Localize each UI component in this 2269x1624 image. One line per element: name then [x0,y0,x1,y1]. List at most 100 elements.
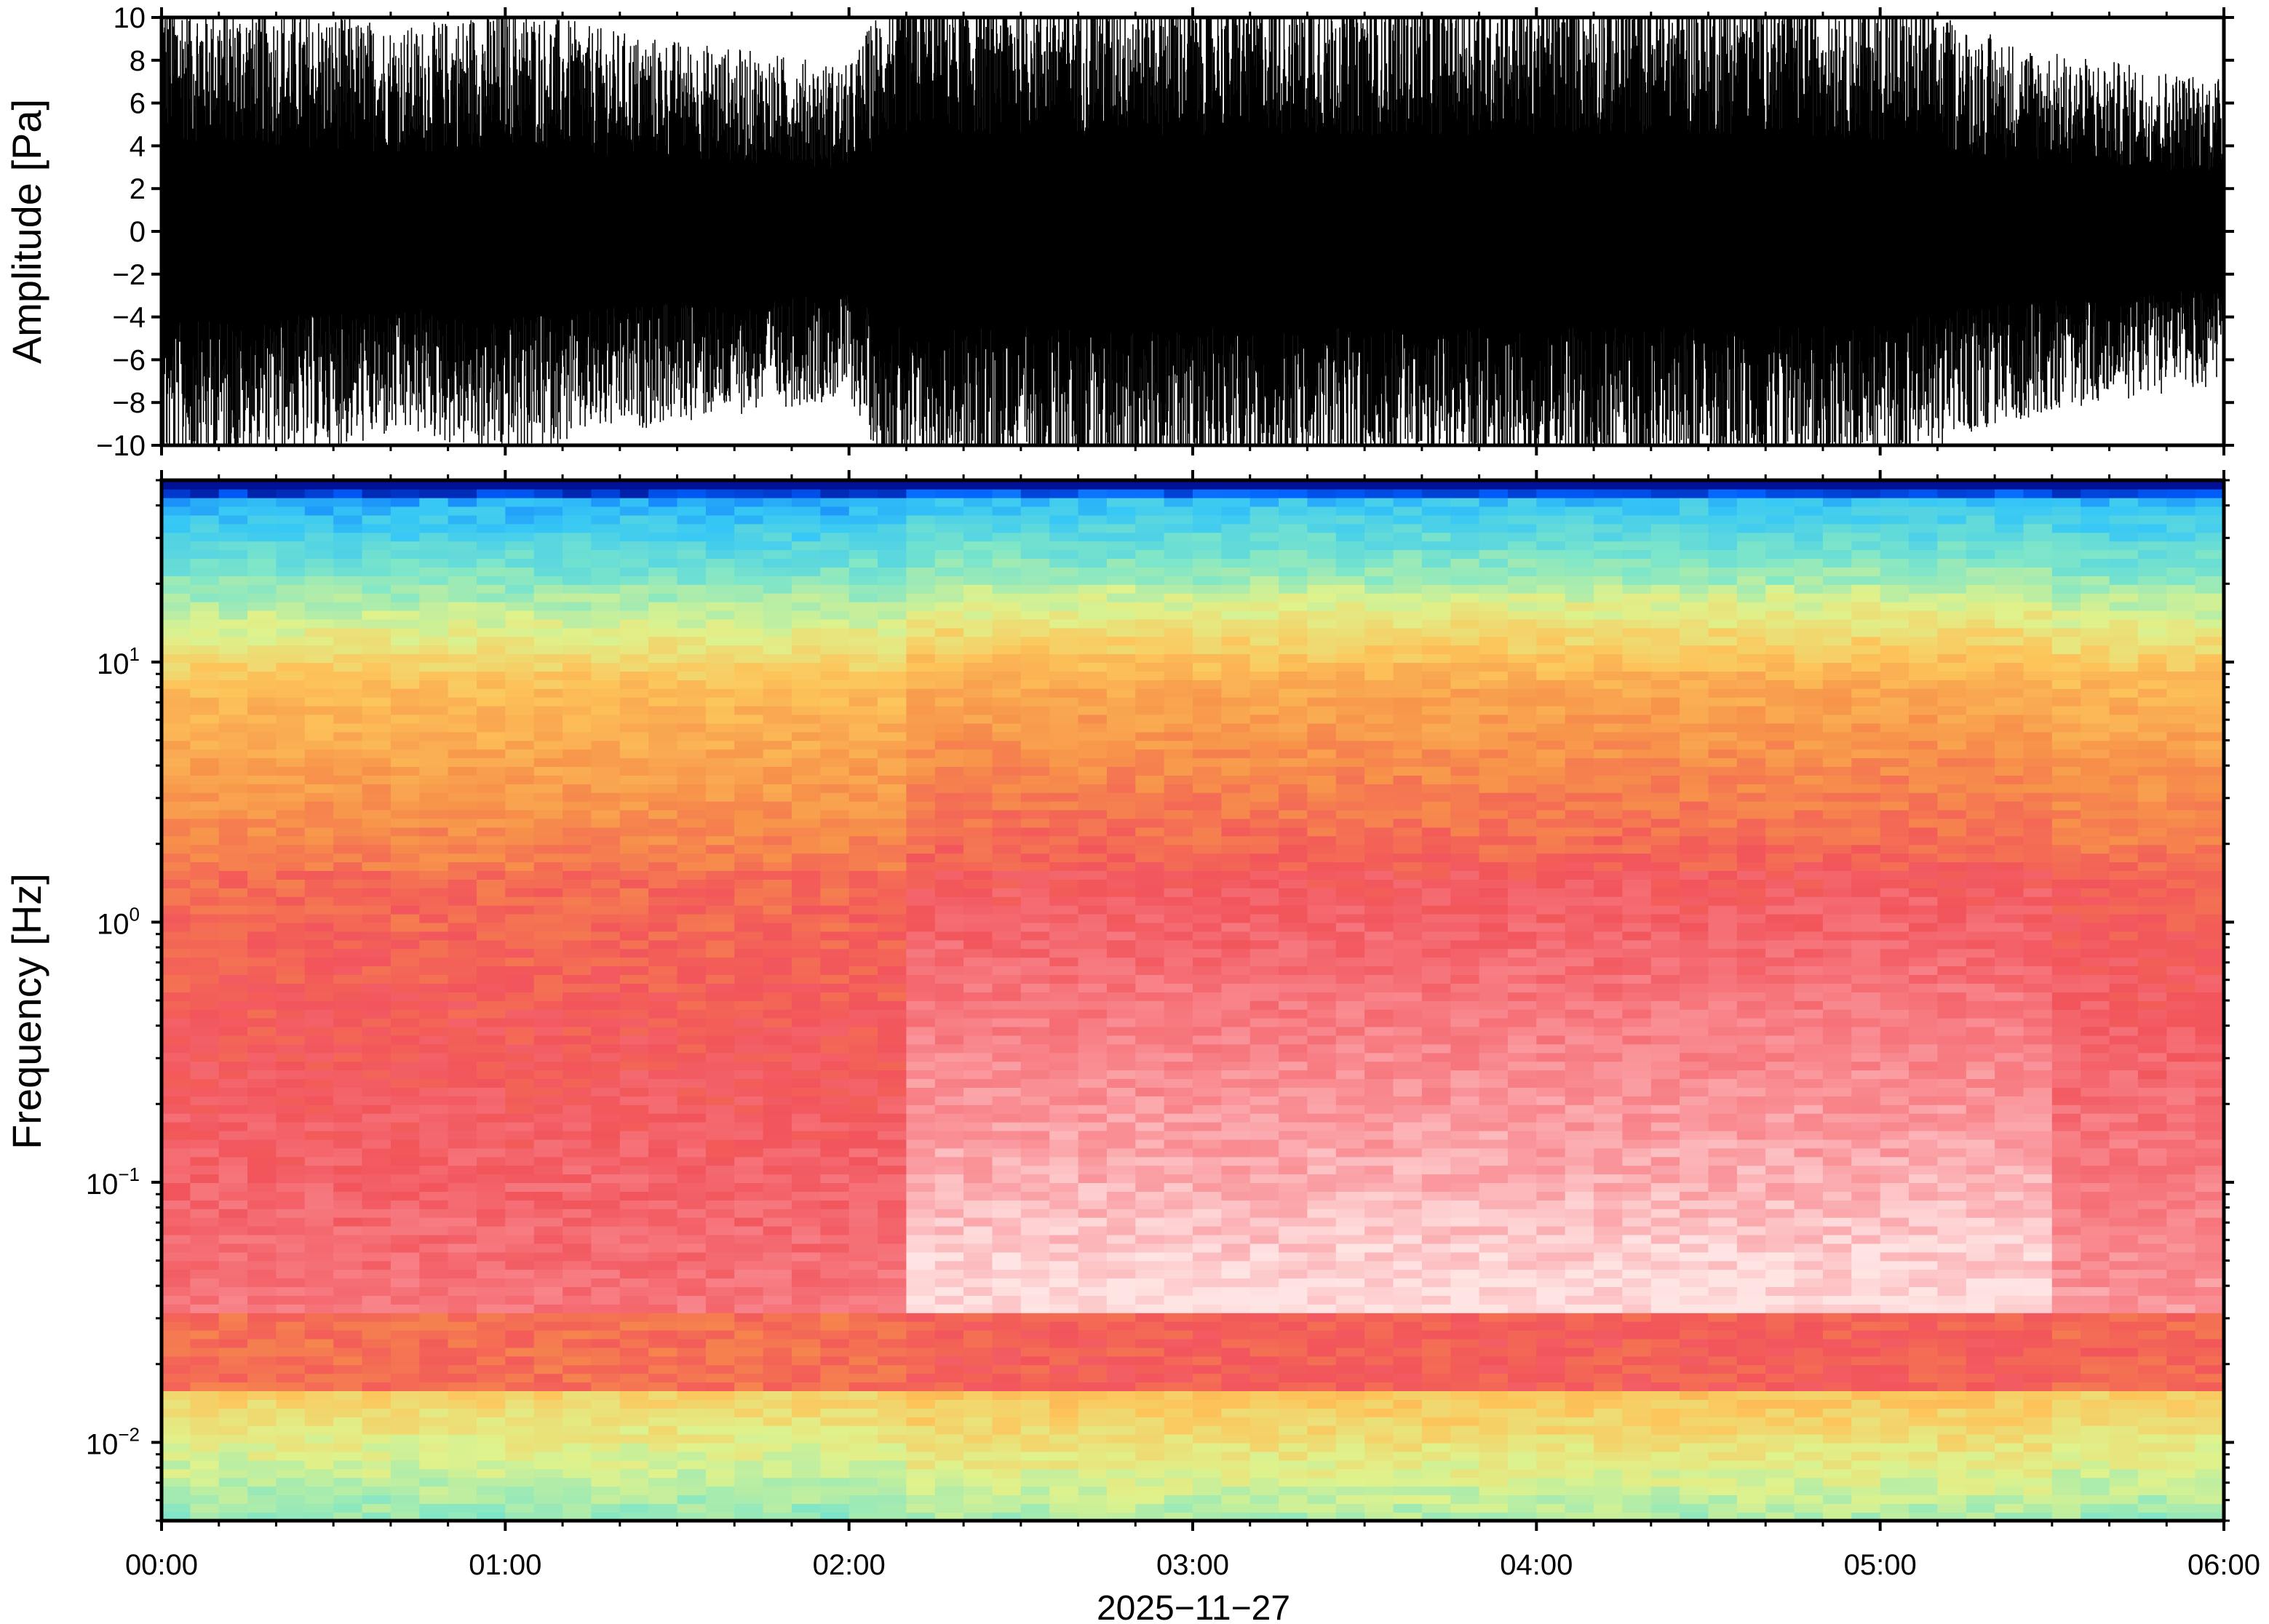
spectrogram-cell [992,1329,1022,1340]
spectrogram-cell [1193,1503,1223,1513]
spectrogram-cell [1279,1139,1308,1149]
spectrogram-cell [648,1417,678,1426]
spectrogram-cell [1221,766,1251,776]
spectrogram-cell [906,931,936,941]
spectrogram-cell [1164,1052,1193,1062]
spectrogram-cell [992,1156,1022,1166]
spectrogram-cell [162,592,191,602]
spectrogram-cell [849,1356,878,1366]
spectrogram-cell [333,939,363,950]
spectrogram-cell [304,497,334,507]
spectrogram-cell [1049,480,1079,490]
spectrogram-cell [505,1269,535,1279]
spectrogram-cell [1193,688,1223,698]
spectrogram-cell [362,1209,392,1218]
spectrogram-cell [1049,653,1079,663]
spectrogram-cell [906,1243,936,1253]
spectrogram-cell [1193,939,1223,950]
spectrogram-cell [1307,1225,1337,1235]
spectrogram-cell [878,888,907,897]
spectrogram-cell [734,1304,764,1313]
spectrogram-cell [390,1451,421,1461]
spectrogram-cell [1193,1442,1223,1452]
spectrogram-cell [992,497,1022,507]
spectrogram-cell [1049,1269,1079,1279]
spectrogram-cell [878,541,907,551]
spectrogram-cell [992,1104,1022,1114]
spectrogram-cell [390,1061,421,1071]
spectrogram-cell [677,1182,707,1192]
spectrogram-cell [763,800,792,811]
spectrogram-cell [1135,1096,1165,1105]
spectrogram-cell [648,671,678,680]
spectrogram-cell [448,1017,477,1027]
spectrogram-cell [218,792,248,802]
spectrogram-cell [934,775,964,784]
spectrogram-cell [963,888,993,897]
spectrogram-cell [677,835,707,845]
spectrogram-cell [1279,1347,1308,1357]
spectrogram-cell [276,1313,306,1322]
spectrogram-cell [218,618,248,629]
spectrogram-cell [390,913,421,923]
spectrogram-cell [448,904,477,915]
spectrogram-cell [1249,1390,1279,1400]
spectrogram-cell [563,1433,592,1444]
spectrogram-cell [820,1347,850,1357]
spectrogram-cell [677,1026,707,1036]
spectrogram-cell [419,757,449,767]
spectrogram-cell [304,627,334,637]
spectrogram-cell [963,488,993,498]
spectrogram-cell [276,680,306,689]
spectrogram-cell [190,870,220,880]
spectrogram-column [304,480,334,1521]
spectrogram-cell [1078,974,1108,984]
spectrogram-cell [1049,844,1079,854]
spectrogram-cell [505,1477,535,1487]
spectrogram-cell [162,1451,191,1461]
spectrogram-cell [963,1468,993,1478]
spectrogram-cell [763,696,792,706]
spectrogram-cell [934,514,964,525]
spectrogram-cell [906,1209,936,1218]
spectrogram-cell [648,1425,678,1435]
spectrogram-cell [705,592,736,602]
spectrogram-cell [591,1260,621,1270]
spectrogram-cell [390,1373,421,1383]
spectrogram-cell [419,1364,449,1374]
spectrogram-cell [247,488,277,498]
spectrogram-cell [963,1460,993,1470]
spectrogram-cell [276,939,306,950]
spectrogram-cell [333,1399,363,1409]
spectrogram-cell [763,1147,792,1158]
spectrogram-cell [791,1329,822,1340]
spectrogram-cell [734,1364,764,1374]
spectrogram-cell [362,1295,392,1305]
spectrogram-cell [934,853,964,863]
spectrogram-cell [763,1139,792,1149]
spectrogram-cell [734,784,764,793]
spectrogram-cell [333,1147,363,1158]
spectrogram-cell [963,818,993,828]
spectrogram-cell [619,1512,649,1521]
spectrogram-cell [1221,610,1251,620]
spectrogram-cell [448,957,477,967]
spectrogram-cell [906,879,936,888]
spectrogram-cell [906,913,936,923]
spectrogram-cell [1221,792,1251,802]
spectrogram-cell [1193,549,1223,559]
spectrogram-cell [190,1433,220,1444]
spectrogram-cell [734,723,764,733]
spectrogram-cell [1135,523,1165,533]
spectrogram-cell [218,1460,248,1470]
spectrogram-cell [1135,731,1165,741]
spectrogram-column [190,480,220,1521]
spectrogram-cell [1279,818,1308,828]
spectrogram-cell [419,1260,449,1270]
spectrogram-cell [1164,576,1193,585]
spectrogram-cell [276,1295,306,1305]
spectrogram-cell [849,1338,878,1348]
spectrogram-cell [276,610,306,620]
spectrogram-cell [677,1139,707,1149]
spectrogram-cell [1221,1165,1251,1175]
